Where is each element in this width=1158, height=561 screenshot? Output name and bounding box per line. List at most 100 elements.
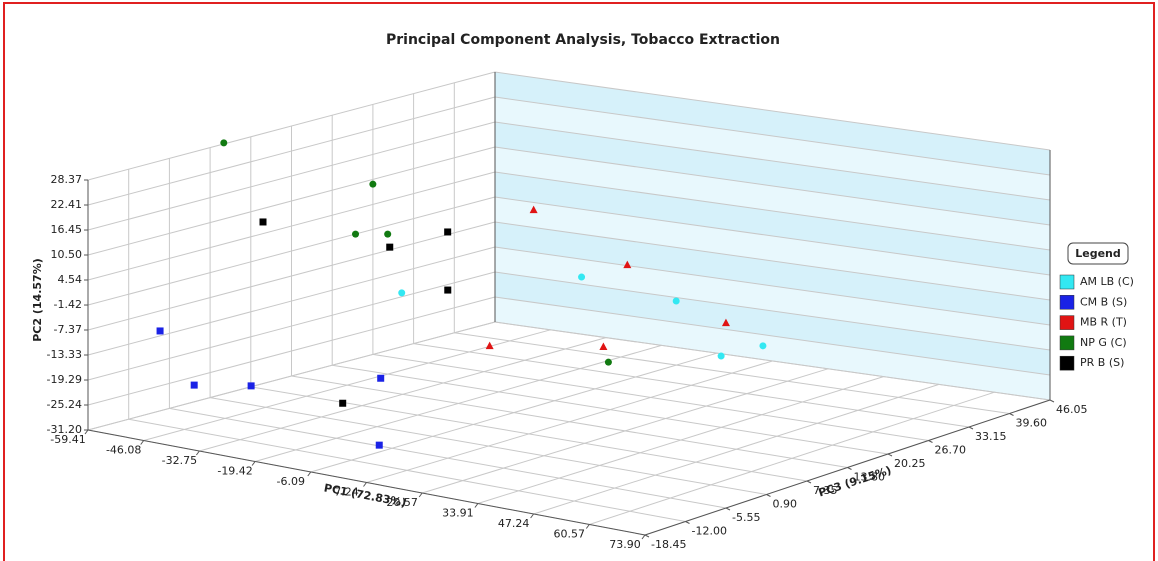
y-tick-label: 4.54	[58, 273, 83, 286]
grid-line	[494, 246, 1051, 326]
grid-line	[533, 383, 940, 515]
tick-mark	[928, 440, 933, 443]
legend-swatch	[1059, 315, 1075, 330]
wall-band	[495, 197, 1050, 300]
tick-mark	[887, 453, 893, 457]
point	[190, 381, 198, 389]
point	[259, 218, 267, 226]
y-tick-label: 16.45	[51, 223, 83, 236]
grid-line	[494, 146, 1051, 226]
point	[386, 243, 394, 251]
grid-line	[494, 196, 1051, 276]
chart-title: Principal Component Analysis, Tobacco Ex…	[386, 32, 780, 48]
point	[398, 289, 406, 297]
wall-band	[495, 146, 1050, 251]
point	[529, 205, 538, 214]
tick-mark	[806, 480, 812, 484]
x-tick-label: 60.57	[554, 528, 586, 541]
grid-line	[310, 352, 718, 473]
wall-band	[495, 97, 1050, 201]
point	[721, 318, 730, 327]
tick-mark	[968, 426, 974, 430]
grid-line	[494, 271, 1051, 351]
point	[375, 441, 383, 449]
grid-line	[494, 221, 1051, 301]
legend-swatch	[1059, 355, 1075, 371]
legend-label: NP G (C)	[1080, 336, 1127, 349]
wall-band	[495, 172, 1050, 276]
y-tick-label: -19.29	[47, 373, 82, 386]
point	[384, 230, 392, 238]
point	[220, 139, 228, 147]
legend-label: MB R (T)	[1080, 316, 1127, 329]
wall-band	[495, 247, 1050, 351]
x-tick-label: 47.24	[498, 517, 530, 530]
grid-line	[366, 360, 773, 483]
point	[247, 382, 255, 390]
grid-line	[199, 337, 607, 452]
z-tick-label: 0.90	[773, 498, 798, 511]
grid-line	[254, 344, 662, 462]
grid-line	[143, 329, 551, 441]
point	[599, 342, 608, 350]
wall-band	[495, 221, 1050, 326]
tick-mark	[418, 492, 423, 498]
point	[156, 327, 164, 335]
point	[717, 352, 725, 360]
legend-title: Legend	[1075, 247, 1121, 260]
tick-mark	[766, 494, 771, 497]
z-tick-label: 7.35	[813, 484, 838, 497]
grid-line	[477, 376, 884, 504]
z-tick-label: 46.05	[1056, 403, 1088, 416]
z-tick-label: 26.70	[935, 444, 967, 457]
x-tick-label: -6.09	[277, 475, 305, 488]
tick-mark	[195, 450, 200, 456]
point	[623, 260, 632, 269]
z-tick-label: 20.25	[894, 457, 926, 470]
z-tick-label: 13.80	[854, 471, 886, 484]
grid-line	[494, 71, 1051, 151]
frame	[3, 2, 1155, 561]
tick-mark	[140, 440, 145, 445]
point	[672, 297, 680, 305]
tick-mark	[585, 524, 590, 529]
wall-band	[495, 296, 1050, 400]
z-tick-label: -12.00	[692, 525, 727, 538]
z-tick-label: 39.60	[1016, 417, 1048, 430]
y-tick-label: -1.42	[54, 298, 82, 311]
y-tick-label: 22.41	[51, 198, 83, 211]
legend-label: AM LB (C)	[1080, 275, 1134, 288]
point	[578, 273, 586, 281]
grid-line	[494, 171, 1051, 251]
y-tick-label: 28.37	[51, 173, 83, 186]
y-tick-label: -13.33	[47, 348, 82, 361]
wall-band	[495, 122, 1050, 225]
grid-line	[422, 368, 829, 494]
tick-mark	[363, 482, 367, 487]
x-tick-label: 20.57	[386, 496, 418, 509]
y-tick-label: -7.37	[54, 323, 82, 336]
y-tick-label: 10.50	[51, 248, 83, 261]
legend-title-box	[1067, 242, 1129, 265]
point	[377, 374, 385, 382]
wall-band	[495, 72, 1050, 176]
y-tick-label: -25.24	[47, 398, 82, 411]
x-tick-label: -19.42	[217, 464, 252, 477]
point	[339, 399, 347, 407]
grid-line	[494, 121, 1051, 201]
axis-line	[87, 429, 646, 536]
x-tick-label: -32.75	[162, 454, 197, 467]
z-tick-label: -5.55	[732, 511, 760, 524]
point	[485, 341, 494, 350]
point	[352, 230, 360, 238]
tick-mark	[530, 513, 535, 519]
point	[759, 342, 767, 350]
grid-line	[494, 96, 1051, 176]
tick-mark	[725, 507, 731, 511]
tick-mark	[251, 461, 256, 466]
tick-mark	[474, 503, 479, 508]
grid-line	[494, 321, 1051, 401]
legend-label: CM B (S)	[1080, 295, 1127, 308]
tick-mark	[1049, 399, 1055, 403]
